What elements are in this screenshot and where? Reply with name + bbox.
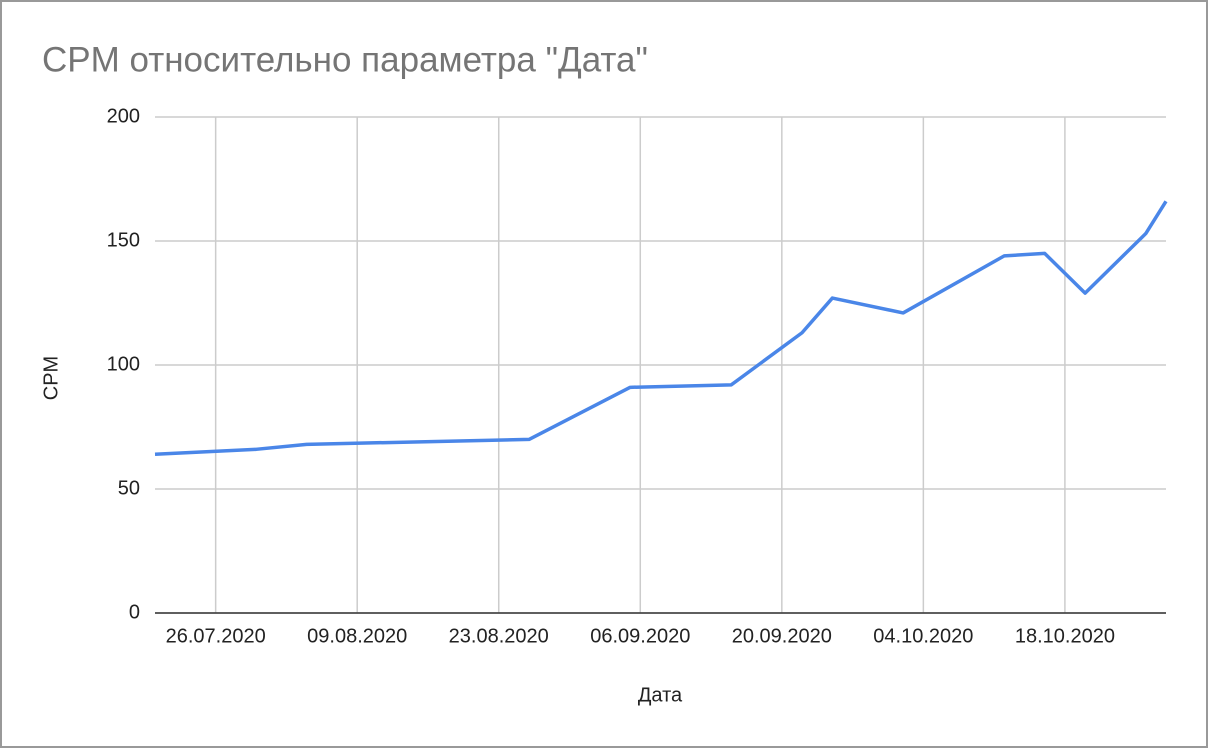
y-tick-label: 200 xyxy=(107,105,140,127)
x-axis-label: Дата xyxy=(638,684,683,706)
y-axis-label: CPM xyxy=(40,356,62,400)
y-tick-label: 50 xyxy=(118,477,140,499)
y-tick-label: 150 xyxy=(107,229,140,251)
x-tick-label: 06.09.2020 xyxy=(590,625,690,647)
y-tick-label: 100 xyxy=(107,353,140,375)
x-tick-label: 04.10.2020 xyxy=(873,625,973,647)
y-tick-label: 0 xyxy=(129,601,140,623)
x-tick-label: 18.10.2020 xyxy=(1015,625,1115,647)
x-tick-label: 23.08.2020 xyxy=(449,625,549,647)
chart-title: CPM относительно параметра "Дата" xyxy=(42,40,648,79)
x-tick-label: 09.08.2020 xyxy=(307,625,407,647)
x-tick-label: 26.07.2020 xyxy=(166,625,266,647)
data-line xyxy=(154,200,1168,457)
x-tick-label: 20.09.2020 xyxy=(732,625,832,647)
